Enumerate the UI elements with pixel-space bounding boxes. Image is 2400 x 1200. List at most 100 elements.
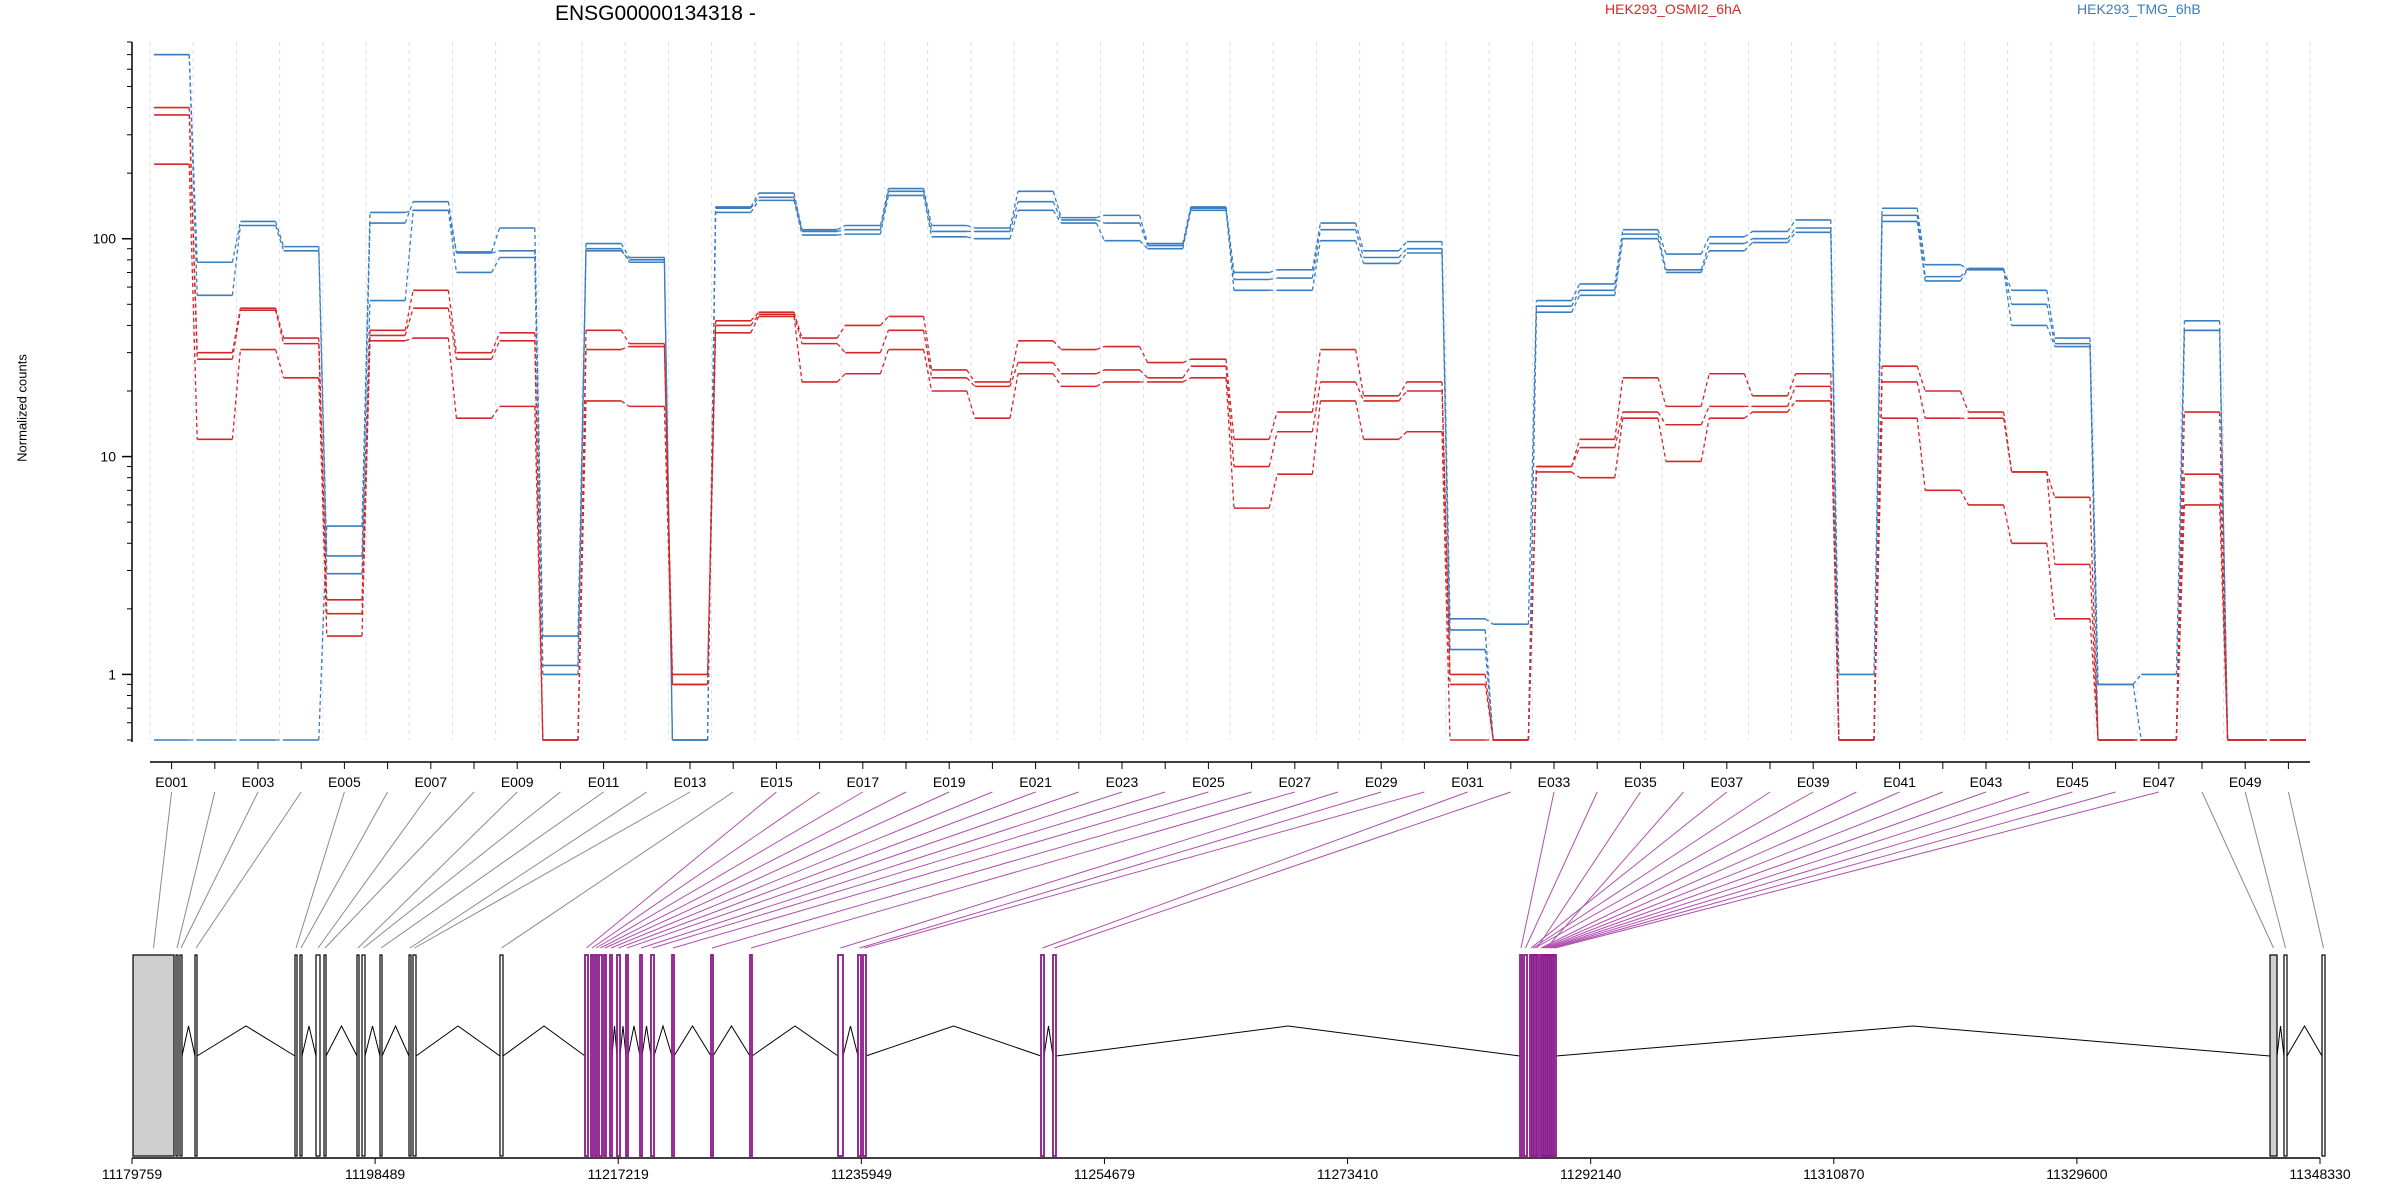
series-transition (2002, 418, 2013, 473)
series-transition (620, 329, 630, 344)
exon-tick-label: E027 (1278, 774, 1311, 790)
intron-line (619, 1025, 627, 1057)
legend-entry-osmi2: HEK293_OSMI2_6hA (1605, 1, 1742, 17)
series-transition (836, 224, 846, 231)
series-transition (1527, 312, 1538, 741)
series-transition (966, 377, 976, 387)
series-transition (750, 192, 760, 208)
exon-block (175, 954, 179, 1157)
exon-block (499, 954, 504, 1157)
exon-tick-label: E047 (2142, 774, 2175, 790)
series-transition (1182, 377, 1192, 383)
series-transition (1571, 447, 1581, 467)
series-transition (1657, 418, 1667, 462)
series-transition (793, 314, 803, 344)
exon-block (412, 954, 417, 1157)
exon-tick-label: E005 (328, 774, 361, 790)
series-transition (1527, 471, 1538, 741)
intron-line (751, 1025, 839, 1057)
series-transition (1096, 369, 1105, 375)
series-transition (879, 330, 890, 353)
exon-connector (672, 791, 1209, 949)
series-transition (1743, 242, 1753, 252)
exon-tick-label: E043 (1970, 774, 2003, 790)
exon-tick-label: E025 (1192, 774, 1225, 790)
exon-connector (1546, 791, 1987, 949)
intron-line (2286, 1025, 2323, 1057)
exon-tick-label: E029 (1365, 774, 1398, 790)
exon-connector (1548, 791, 2030, 949)
exon-tick-label: E001 (155, 774, 188, 790)
series-transition (2002, 269, 2013, 291)
series-transition (1657, 229, 1667, 255)
series-transition (663, 346, 674, 685)
series-transition (1657, 233, 1667, 270)
series-transition (1787, 227, 1797, 240)
series-transition (188, 164, 198, 440)
genomic-tick-label: 11329600 (2046, 1166, 2107, 1182)
series-transition (1744, 411, 1753, 419)
series-transition (1138, 215, 1149, 244)
series-transition (1614, 238, 1624, 296)
series-transition (2175, 504, 2186, 741)
exon-connector (1546, 791, 1684, 949)
series-transition (447, 290, 458, 353)
series-layer (154, 53, 2306, 741)
series-transition (1571, 295, 1581, 313)
exon-block (837, 954, 844, 1157)
series-transition (491, 406, 501, 419)
series-transition (2218, 474, 2229, 741)
genomic-tick-label: 11235949 (831, 1166, 892, 1182)
exon-connector (409, 791, 648, 949)
series-transition (2132, 684, 2142, 741)
series-transition (491, 257, 501, 273)
series-transition (1354, 222, 1365, 252)
series-transition (1355, 381, 1365, 402)
series-transition (1700, 236, 1710, 255)
series-5 (154, 163, 2306, 741)
genomic-tick-label: 11217219 (588, 1166, 649, 1182)
series-transition (966, 390, 976, 419)
series-transition (1268, 474, 1278, 509)
exon-connector (1520, 791, 1555, 949)
exon-connector (750, 791, 1295, 949)
exon-block (1519, 954, 1523, 1157)
exon-block (749, 954, 753, 1157)
series-transition (1916, 418, 1926, 491)
series-transition (1787, 231, 1797, 243)
genomic-tick-label: 11179759 (102, 1166, 162, 1182)
series-transition (1959, 390, 1970, 413)
exon-connector (1532, 791, 1771, 949)
series-transition (793, 312, 803, 339)
exon-connector (1525, 791, 1598, 949)
series-transition (1657, 377, 1667, 407)
series-transition (1916, 381, 1926, 419)
series-transition (490, 332, 501, 353)
series-transition (1096, 214, 1105, 219)
exon-connector (324, 791, 475, 949)
exon-block (671, 954, 675, 1157)
series-transition (2089, 338, 2099, 685)
series-transition (490, 227, 501, 253)
series-transition (447, 308, 458, 360)
exon-block (616, 954, 621, 1157)
exon-connector (586, 791, 777, 949)
series-transition (1484, 684, 1494, 741)
series-transition (577, 250, 587, 637)
exon-tick-label: E033 (1538, 774, 1571, 790)
series-transition (1354, 229, 1365, 258)
exon-block (1052, 954, 1057, 1157)
series-transition (1311, 381, 1322, 432)
series-transition (1787, 400, 1797, 413)
intron-line (415, 1025, 501, 1057)
series-transition (620, 250, 630, 261)
series-transition (836, 373, 846, 383)
series-transition (1700, 373, 1710, 407)
exon-connector (317, 791, 432, 949)
series-transition (534, 227, 544, 637)
genomic-tick-label: 11310870 (1803, 1166, 1864, 1182)
series-transition (2046, 471, 2056, 565)
series-transition (1614, 234, 1624, 291)
exon-block (379, 954, 383, 1157)
exon-block (1040, 954, 1045, 1157)
